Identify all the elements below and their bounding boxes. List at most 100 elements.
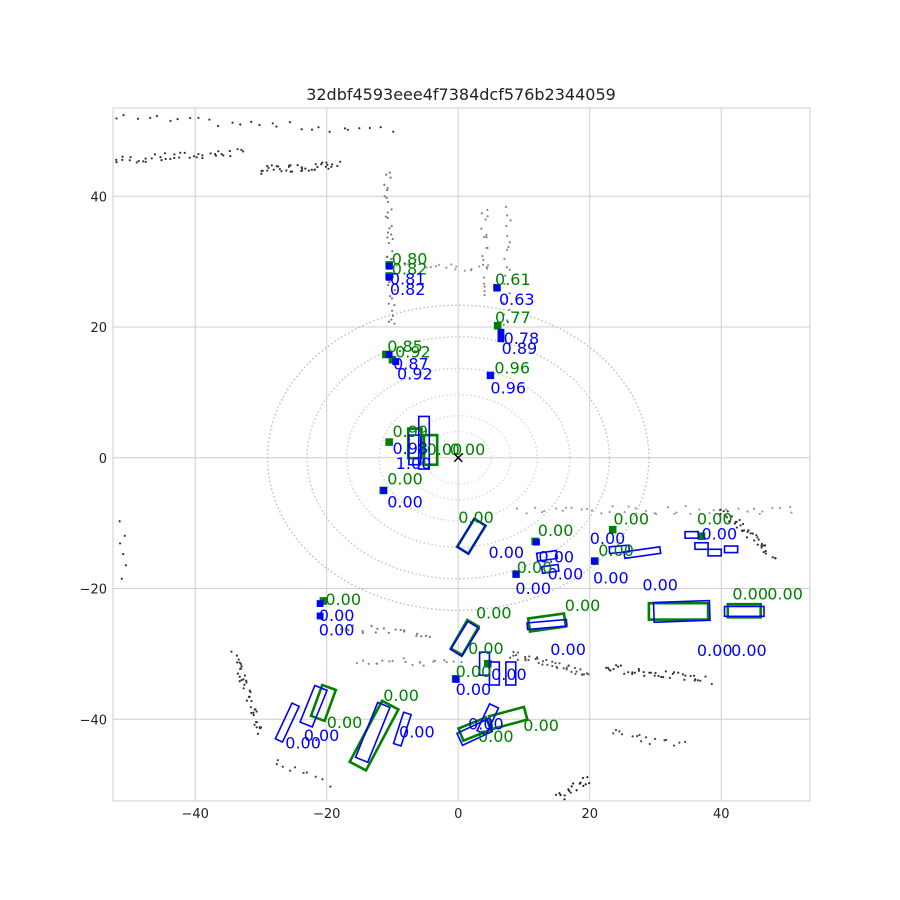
lidar-point bbox=[316, 165, 319, 169]
lidar-point bbox=[418, 661, 421, 664]
lidar-point bbox=[505, 319, 509, 322]
lidar-point bbox=[403, 263, 407, 266]
lidar-point bbox=[696, 679, 699, 682]
y-axis-ticks: −40 −20 0 20 40 bbox=[80, 190, 107, 728]
lidar-point bbox=[580, 508, 583, 511]
lidar-point bbox=[509, 656, 512, 659]
score-label: 0.00 bbox=[383, 686, 419, 705]
lidar-point bbox=[543, 509, 546, 513]
lidar-point bbox=[516, 658, 519, 661]
lidar-point bbox=[330, 163, 334, 166]
ground-truth-box bbox=[309, 683, 338, 723]
lidar-point bbox=[420, 635, 423, 638]
lidar-point bbox=[634, 507, 637, 510]
lidar-point bbox=[653, 674, 656, 677]
lidar-point bbox=[164, 157, 167, 161]
lidar-point bbox=[689, 674, 692, 678]
lidar-point bbox=[402, 629, 406, 632]
score-label: 0.00 bbox=[304, 726, 340, 745]
prediction-box bbox=[540, 563, 560, 575]
lidar-point bbox=[255, 721, 259, 724]
lidar-point bbox=[249, 706, 252, 709]
lidar-point bbox=[253, 723, 256, 726]
lidar-point bbox=[764, 549, 767, 553]
lidar-point bbox=[414, 258, 417, 261]
lidar-point bbox=[120, 577, 123, 580]
ground-scan-rings bbox=[266, 304, 650, 612]
lidar-point bbox=[637, 669, 641, 672]
lidar-point bbox=[516, 651, 520, 654]
score-label: 0.00 bbox=[319, 621, 355, 640]
lidar-point bbox=[250, 120, 253, 123]
lidar-point bbox=[136, 117, 140, 120]
lidar-point bbox=[751, 532, 754, 535]
lidar-point bbox=[122, 114, 125, 117]
score-label: 0.00 bbox=[468, 715, 504, 734]
lidar-point bbox=[201, 154, 204, 157]
score-label: 0.00 bbox=[702, 524, 738, 543]
lidar-point bbox=[673, 512, 676, 516]
lidar-point bbox=[684, 505, 687, 508]
lidar-point bbox=[271, 122, 274, 125]
score-label: 0.00 bbox=[327, 713, 363, 732]
lidar-point bbox=[737, 507, 740, 510]
lidar-point bbox=[386, 200, 390, 203]
lidar-point bbox=[568, 789, 571, 792]
lidar-point bbox=[236, 672, 239, 675]
lidar-point bbox=[239, 123, 242, 126]
lidar-point bbox=[238, 680, 241, 683]
y-tick-label: −20 bbox=[80, 583, 107, 598]
lidar-point bbox=[391, 309, 394, 312]
prediction-box bbox=[392, 358, 400, 366]
lidar-point bbox=[712, 509, 715, 512]
lidar-point bbox=[558, 792, 561, 795]
lidar-point bbox=[404, 660, 407, 664]
lidar-point bbox=[255, 710, 258, 713]
lidar-point bbox=[789, 505, 792, 509]
lidar-point bbox=[752, 507, 756, 510]
lidar-point bbox=[638, 733, 641, 737]
lidar-point bbox=[277, 165, 280, 168]
lidar-point bbox=[391, 314, 395, 317]
lidar-point bbox=[644, 736, 648, 739]
lidar-point bbox=[325, 161, 328, 164]
prediction-box bbox=[497, 328, 505, 336]
lidar-point bbox=[730, 515, 734, 518]
lidar-point bbox=[728, 520, 731, 523]
lidar-point bbox=[761, 510, 764, 513]
lidar-point bbox=[483, 285, 486, 288]
scan-ring bbox=[306, 336, 611, 580]
lidar-point bbox=[762, 551, 765, 554]
prediction-box bbox=[417, 415, 431, 470]
lidar-point bbox=[480, 227, 483, 230]
lidar-point bbox=[383, 195, 386, 198]
lidar-point bbox=[563, 794, 566, 797]
score-label: 0.00 bbox=[550, 640, 586, 659]
x-tick-label: −20 bbox=[313, 807, 340, 822]
lidar-point bbox=[738, 518, 741, 522]
lidar-point bbox=[302, 771, 305, 775]
lidar-point bbox=[320, 163, 323, 166]
score-label: 0.96 bbox=[490, 379, 526, 398]
lidar-point bbox=[375, 662, 379, 665]
lidar-point bbox=[483, 293, 486, 297]
score-label: 0.00 bbox=[456, 680, 492, 699]
lidar-point bbox=[503, 257, 506, 261]
lidar-point bbox=[242, 678, 245, 681]
lidar-point bbox=[390, 318, 393, 321]
lidar-point bbox=[390, 208, 393, 211]
lidar-point bbox=[347, 629, 350, 632]
lidar-point bbox=[392, 272, 396, 275]
lidar-point bbox=[293, 766, 297, 769]
prediction-box bbox=[476, 702, 500, 736]
lidar-point bbox=[250, 711, 253, 715]
lidar-point bbox=[437, 263, 440, 267]
prediction-box bbox=[723, 605, 765, 618]
lidar-point bbox=[330, 165, 333, 168]
score-label: 0.99 bbox=[392, 422, 428, 441]
score-label: 0.00 bbox=[523, 716, 559, 735]
prediction-box bbox=[590, 557, 598, 565]
lidar-point bbox=[534, 657, 537, 661]
lidar-point bbox=[424, 634, 428, 638]
